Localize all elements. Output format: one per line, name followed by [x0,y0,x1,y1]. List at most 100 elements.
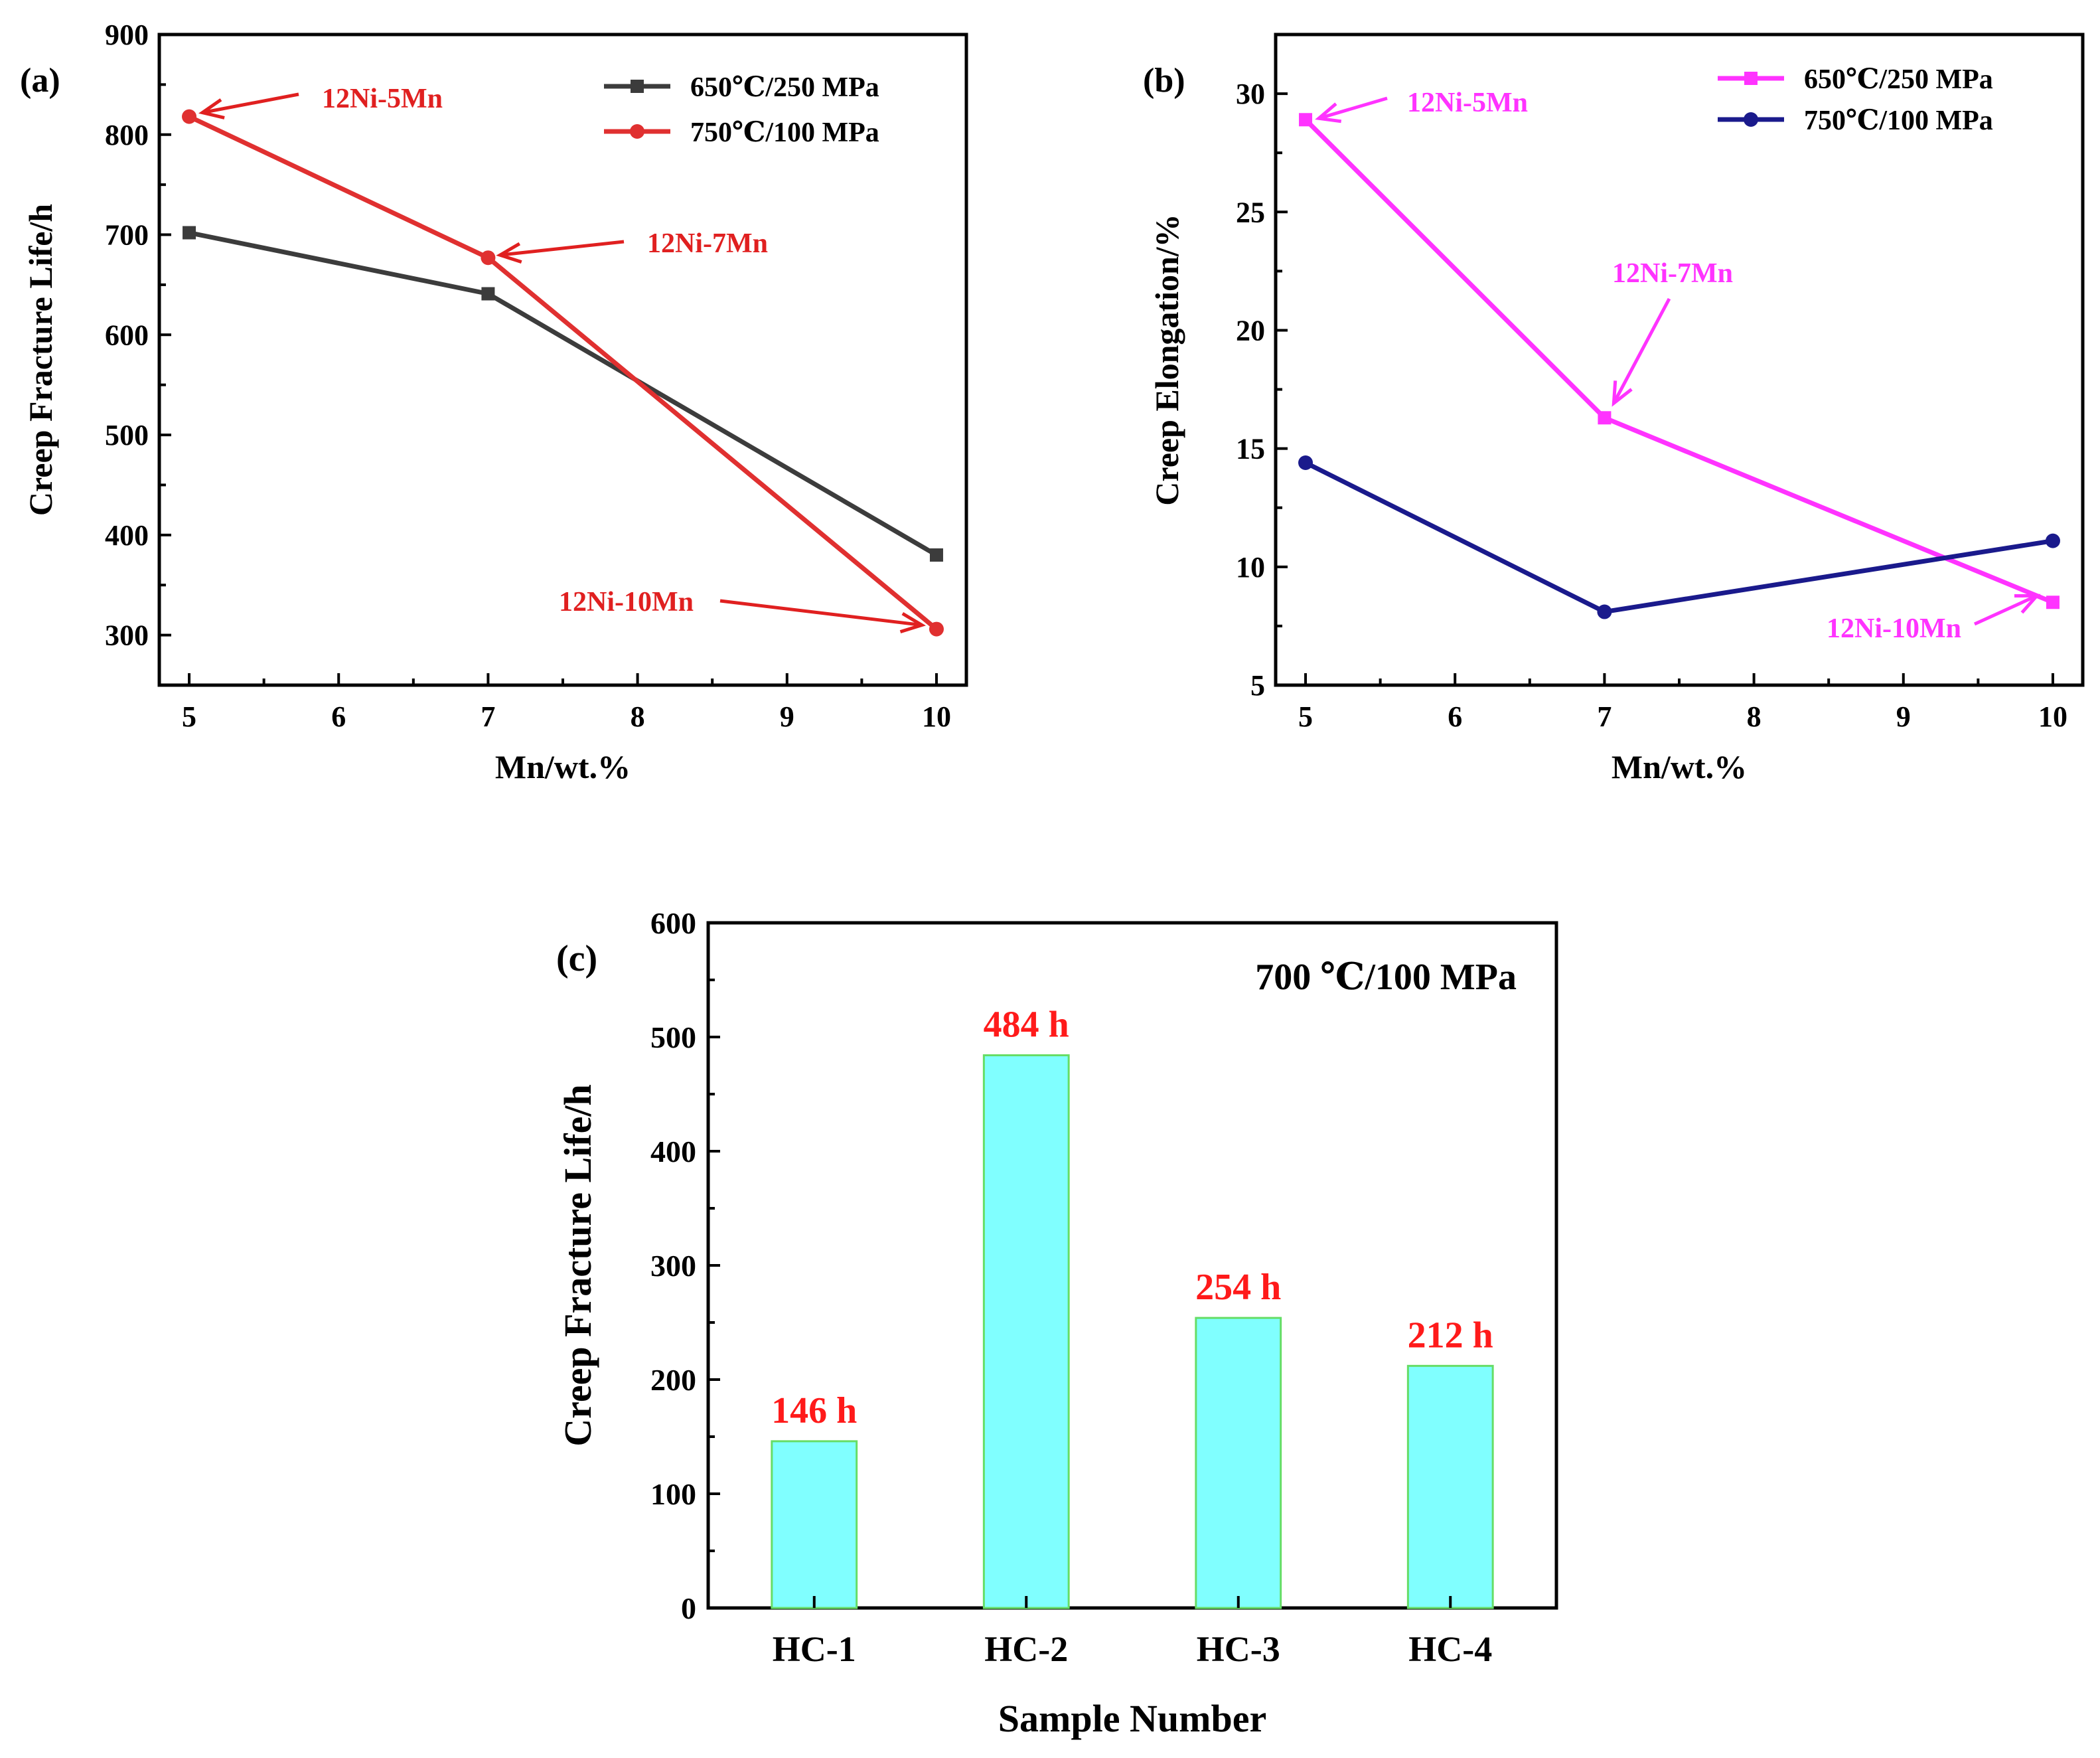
panel-b-line-chart: 5 6 7 8 9 10 5 10 15 20 25 30 Mn/wt.% Creep Elongatio… [1143,33,2085,785]
y-tick-label: 500 [650,1020,696,1054]
annotation-label-1: 12Ni-7Mn [1612,258,1733,289]
bar-data-label: 254 h [1195,1267,1281,1308]
y-tick-label: 400 [105,519,149,552]
y-tick-label: 400 [650,1135,696,1168]
y-tick-label: 0 [681,1591,696,1625]
series-0-point [1598,411,1612,425]
x-tick-label: 10 [2038,700,2067,733]
series-0-point [929,548,943,562]
x-tick-label: 7 [1597,700,1612,733]
annotation-arrow-0-shaft [1318,96,1388,120]
y-axis-label: Creep Elongation/% [1148,214,1185,505]
x-tick-label: 6 [1448,700,1462,733]
annotation-arrow-2-head [2014,594,2041,614]
y-tick-label: 700 [105,219,149,252]
y-tick-label: 600 [650,906,696,940]
panel-c-bar-chart: 0 100 200 300 400 500 600 HC-1 146 h HC-2 484 h HC-… [556,906,1558,1740]
annotation-label-2: 12Ni-10Mn [1827,613,1961,644]
y-tick-label: 30 [1236,78,1265,110]
legend-label-0: 650℃/250 MPa [1804,64,1993,95]
y-tick-label: 300 [650,1249,696,1283]
series-0-point [2046,596,2060,609]
legend-marker-1 [1744,112,1758,127]
series-line-0 [1304,118,2054,605]
annotation-arrow-0-head [1315,102,1342,123]
series-1-point [1298,455,1313,471]
y-tick-label: 20 [1236,314,1265,347]
x-tick-label: 5 [1298,700,1313,733]
x-axis-label: Sample Number [998,1697,1266,1740]
legend-label-1: 750℃/100 MPa [690,118,879,148]
x-axis-label: Mn/wt.% [1612,748,1747,785]
x-tick-label: HC-2 [984,1629,1068,1669]
legend-marker-1 [630,124,644,139]
y-tick-label: 10 [1236,551,1265,584]
bar-data-label: 212 h [1408,1315,1493,1356]
series-1-point [929,621,944,637]
annotation-arrow-1-shaft [1612,297,1671,404]
y-tick-label: 15 [1236,433,1265,465]
y-tick-label: 900 [105,19,149,51]
annotation-label-2: 12Ni-10Mn [559,587,694,617]
annotation-arrow-1-head [1612,380,1633,407]
panel-label: (c) [556,938,597,979]
series-line-1 [188,114,938,631]
series-1-point [1597,604,1612,619]
y-tick-label: 600 [105,319,149,351]
x-axis-label: Mn/wt.% [495,748,631,785]
series-0-point [1299,113,1313,127]
bar [1195,1317,1282,1609]
annotation-arrow-0-head [198,98,225,120]
x-tick-label: HC-3 [1197,1629,1280,1669]
annotation-arrow-2-shaft [1973,594,2038,626]
series-1-point [182,109,197,124]
annotation-label-0: 12Ni-5Mn [322,84,443,114]
x-tick-label: HC-1 [773,1629,856,1669]
annotation-label-1: 12Ni-7Mn [647,228,768,259]
series-1-point [481,250,496,266]
y-tick-label: 200 [650,1363,696,1397]
bar-data-label: 146 h [771,1390,857,1431]
panel-a-line-chart: 5 6 7 8 9 10 300 400 500 600 700 800 900 Mn/wt.% Creep… [20,19,968,785]
legend-label-0: 650℃/250 MPa [690,72,879,103]
annotation-arrow-1-head [496,242,522,264]
y-axis-label: Creep Fracture Life/h [22,204,59,516]
annotation-arrow-0-shaft [202,92,299,115]
legend-label-1: 750℃/100 MPa [1804,106,1993,136]
chart-title: 700 ℃/100 MPa [1255,957,1517,998]
y-tick-label: 5 [1250,669,1265,702]
annotation-label-0: 12Ni-5Mn [1407,88,1528,118]
annotation-arrow-2-shaft [719,599,923,627]
x-tick-label: HC-4 [1408,1629,1492,1669]
x-tick-label: 8 [631,700,645,733]
bar [1406,1364,1494,1609]
bar-data-label: 484 h [984,1004,1069,1046]
legend-marker-0 [1744,72,1758,85]
x-tick-label: 9 [780,700,794,733]
y-axis-label: Creep Fracture Life/h [556,1084,599,1446]
x-tick-label: 6 [331,700,346,733]
x-tick-label: 7 [481,700,495,733]
bar [982,1054,1070,1609]
series-0-point [481,287,495,301]
y-tick-label: 300 [105,619,149,652]
panel-label: (b) [1143,62,1185,100]
legend-marker-0 [631,80,644,93]
x-tick-label: 8 [1747,700,1762,733]
y-tick-label: 25 [1236,196,1265,228]
panel-label: (a) [20,62,60,100]
annotation-arrow-2-head [899,611,927,634]
x-tick-label: 9 [1896,700,1911,733]
series-line-1 [1304,460,2054,615]
y-tick-label: 500 [105,419,149,451]
bar [771,1440,858,1609]
x-tick-label: 10 [922,700,951,733]
annotation-arrow-1-shaft [500,240,625,257]
y-tick-label: 800 [105,119,149,151]
x-tick-label: 5 [182,700,196,733]
series-line-0 [188,230,938,558]
series-0-point [183,226,196,240]
series-1-point [2045,533,2060,548]
y-tick-label: 100 [650,1477,696,1511]
